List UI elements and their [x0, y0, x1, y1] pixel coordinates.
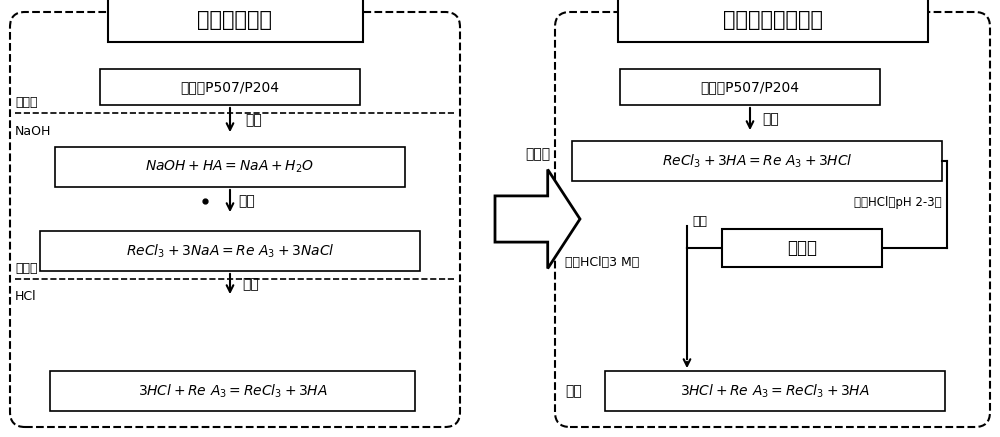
Text: 皂化萃取工艺: 皂化萃取工艺 [198, 10, 272, 30]
Text: 低浓HCl（pH 2-3）: 低浓HCl（pH 2-3） [854, 196, 942, 209]
Bar [618, 0, 928, 42]
Text: $3HCl + Re\ A_{3} = ReCl_{3} + 3HA$: $3HCl + Re\ A_{3} = ReCl_{3} + 3HA$ [138, 382, 327, 400]
Text: 萃取剂P507/P204: 萃取剂P507/P204 [180, 80, 280, 94]
Bar [100, 69, 360, 105]
Bar [55, 147, 405, 187]
FancyBboxPatch shape [10, 12, 460, 427]
Text: $ReCl_{3} + 3HA = Re\ A_{3} + 3HCl$: $ReCl_{3} + 3HA = Re\ A_{3} + 3HCl$ [662, 153, 852, 170]
Bar [620, 69, 880, 105]
Bar [605, 371, 945, 411]
Text: 萃取: 萃取 [238, 194, 255, 208]
Polygon shape [495, 170, 580, 268]
Text: 加入酸: 加入酸 [15, 262, 38, 275]
Text: $ReCl_{3} + 3NaA = Re\ A_{3} + 3NaCl$: $ReCl_{3} + 3NaA = Re\ A_{3} + 3NaCl$ [126, 242, 334, 260]
Text: 高浓HCl（3 M）: 高浓HCl（3 M） [565, 257, 639, 270]
Text: 皂化: 皂化 [245, 113, 262, 127]
Bar [722, 229, 882, 267]
Bar [108, 0, 362, 42]
Text: HCl: HCl [15, 291, 37, 304]
Bar [40, 231, 420, 271]
Text: 膜分离: 膜分离 [787, 239, 817, 257]
Text: $NaOH + HA = NaA+ H_{2}O$: $NaOH + HA = NaA+ H_{2}O$ [145, 159, 315, 175]
Text: 萃取: 萃取 [762, 112, 779, 126]
Text: $3HCl + Re\ A_{3} = ReCl_{3} + 3HA$: $3HCl + Re\ A_{3} = ReCl_{3} + 3HA$ [680, 382, 870, 400]
Text: 萃取剂P507/P204: 萃取剂P507/P204 [700, 80, 800, 94]
FancyBboxPatch shape [555, 12, 990, 427]
Bar [50, 371, 415, 411]
Text: 加入碱: 加入碱 [15, 96, 38, 109]
Text: 酸洗: 酸洗 [565, 384, 582, 398]
Bar [572, 141, 942, 181]
Text: 酸洗: 酸洗 [242, 277, 259, 291]
Text: NaOH: NaOH [15, 125, 51, 138]
Text: 新工艺: 新工艺 [525, 148, 550, 162]
Text: 无皂化酸循环工艺: 无皂化酸循环工艺 [722, 10, 822, 30]
Text: 补酸: 补酸 [692, 215, 707, 228]
